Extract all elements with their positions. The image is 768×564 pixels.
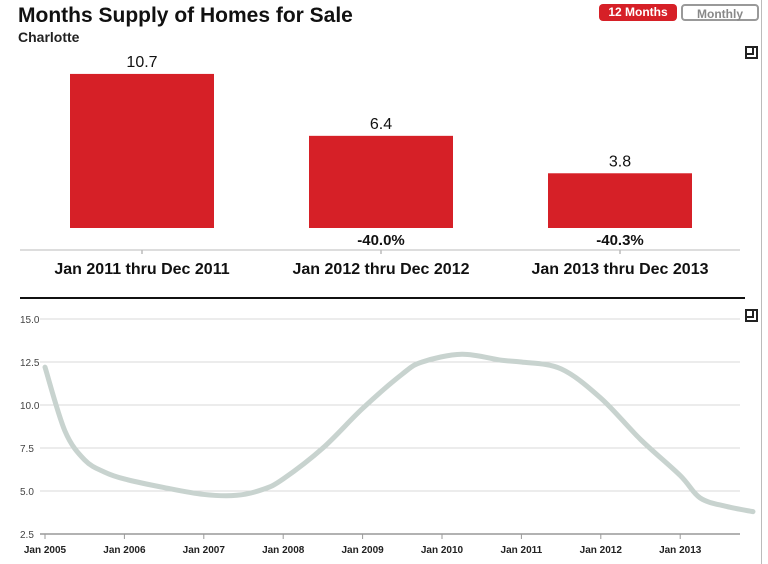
change-label: -40.0% [357,232,405,249]
x-tick-label: Jan 2008 [262,545,305,556]
chart-subtitle: Charlotte [18,29,80,45]
bar [309,135,453,228]
y-tick-label: 7.5 [20,444,34,455]
y-tick-label: 15.0 [20,315,40,326]
chart-title: Months Supply of Homes for Sale [18,4,353,27]
x-tick-label: Jan 2013 [659,545,702,556]
y-tick-label: 5.0 [20,487,34,498]
y-tick-label: 12.5 [20,358,40,369]
bar-value-label: 3.8 [609,153,631,170]
y-tick-label: 10.0 [20,401,40,412]
category-label: Jan 2013 thru Dec 2013 [532,261,709,278]
x-tick-label: Jan 2007 [183,545,226,556]
bar-value-label: 10.7 [126,54,157,71]
category-label: Jan 2011 thru Dec 2011 [54,261,229,278]
border [761,0,762,564]
expand-icon[interactable] [745,309,758,322]
series-line [42,351,756,515]
bar [70,73,214,228]
bar-value-label: 6.4 [370,116,392,133]
x-tick-label: Jan 2005 [24,545,67,556]
x-tick-label: Jan 2006 [103,545,146,556]
x-tick-label: Jan 2012 [580,545,623,556]
x-tick-label: Jan 2009 [341,545,384,556]
change-label: -40.3% [596,232,644,249]
toggle-12-months-button[interactable]: 12 Months [599,4,677,21]
bar [548,173,692,228]
x-tick-label: Jan 2010 [421,545,464,556]
x-tick-label: Jan 2011 [501,545,543,556]
y-tick-label: 2.5 [20,530,34,541]
toggle-monthly-button[interactable]: Monthly [681,4,759,21]
category-label: Jan 2012 thru Dec 2012 [293,261,470,278]
expand-icon[interactable] [745,46,758,59]
